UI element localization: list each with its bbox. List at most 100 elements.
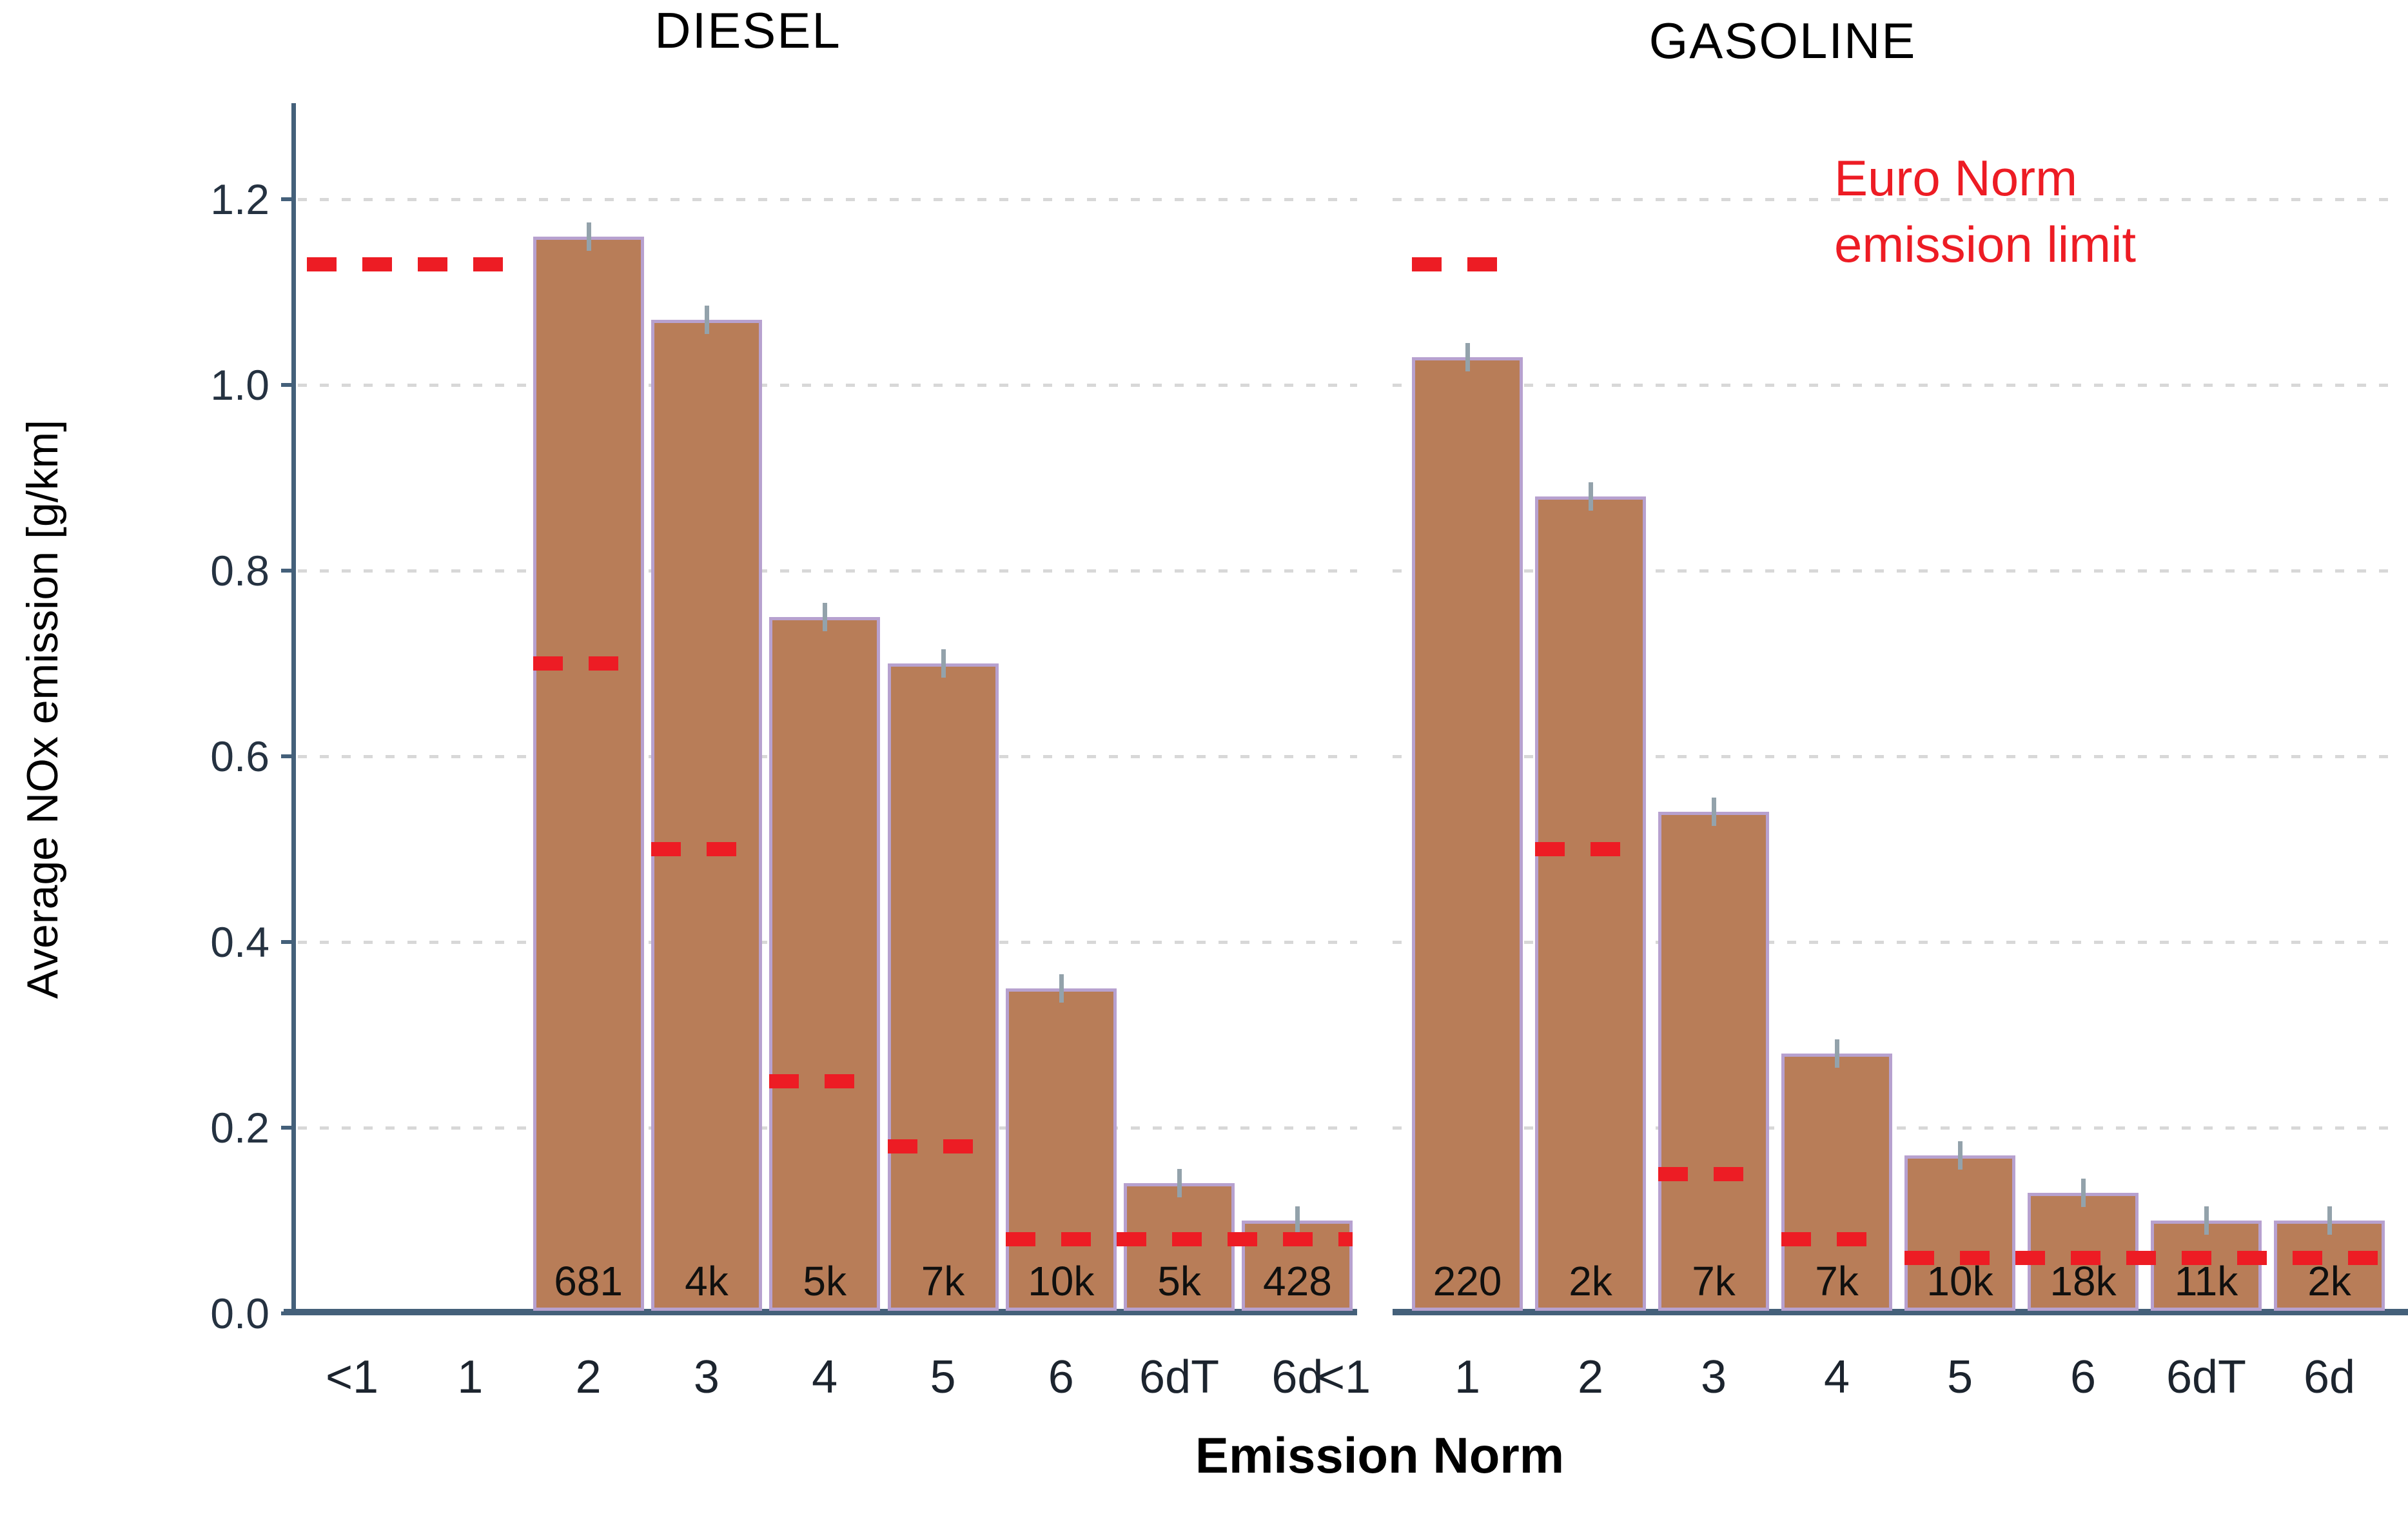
count-label-gasoline-6d: 2k — [2307, 1258, 2351, 1304]
error-whisker — [1958, 1141, 1963, 1170]
gridline — [1393, 384, 2393, 387]
bar-gasoline-4 — [1781, 1053, 1892, 1311]
legend-line-1: Euro Norm — [1834, 150, 2078, 206]
x-axis-line — [284, 1309, 1357, 1315]
count-label-diesel-5: 7k — [921, 1258, 965, 1304]
bar-diesel-4 — [769, 617, 881, 1311]
x-tick-label: 6dT — [2166, 1351, 2247, 1403]
count-label-gasoline-6dT: 11k — [2174, 1258, 2238, 1304]
count-label-diesel-4: 5k — [803, 1258, 847, 1304]
x-tick-label: 2 — [575, 1351, 602, 1403]
bar-gasoline-6d — [2274, 1221, 2385, 1311]
error-whisker — [1295, 1206, 1300, 1235]
error-whisker — [823, 603, 828, 631]
gridline — [1393, 1126, 2393, 1130]
error-whisker — [2327, 1206, 2332, 1235]
error-whisker — [704, 306, 709, 335]
x-tick-label: 2 — [1577, 1351, 1604, 1403]
gridline — [298, 569, 1357, 573]
legend-line-2: emission limit — [1834, 215, 2137, 273]
bar-gasoline-2 — [1535, 496, 1646, 1311]
error-whisker — [1589, 482, 1593, 511]
euro-limit-dash-diesel-0.18 — [887, 1139, 999, 1153]
euro-norm-limit-legend: Euro Norm emission limit — [1834, 145, 2136, 278]
x-tick-label: 1 — [457, 1351, 484, 1403]
x-tick-label: 3 — [1700, 1351, 1727, 1403]
count-label-diesel-3: 4k — [685, 1258, 729, 1304]
x-tick-label: 4 — [812, 1351, 838, 1403]
y-axis-label: Average NOx emission [g/km] — [18, 419, 67, 999]
count-label-gasoline-4: 7k — [1815, 1258, 1859, 1304]
y-tick-label: 1.0 — [210, 361, 269, 409]
error-whisker — [941, 649, 946, 678]
y-tick-mark — [281, 383, 294, 387]
gridline — [1393, 569, 2393, 573]
error-whisker — [1465, 342, 1470, 371]
bar-diesel-3 — [651, 320, 762, 1311]
x-tick-label: 6d — [1271, 1351, 1324, 1403]
x-axis-label: Emission Norm — [1195, 1427, 1565, 1484]
error-whisker — [2081, 1178, 2086, 1207]
error-whisker — [1835, 1039, 1839, 1068]
y-tick-label: 0.8 — [210, 547, 269, 594]
x-tick-label: 6d — [2303, 1351, 2356, 1403]
y-tick-label: 0.0 — [210, 1290, 269, 1337]
x-tick-label: 5 — [1946, 1351, 1973, 1403]
y-tick-label: 0.6 — [210, 732, 269, 780]
error-whisker — [2204, 1206, 2209, 1235]
bar-diesel-5 — [887, 663, 999, 1311]
gridline — [298, 384, 1357, 387]
count-label-gasoline-2: 2k — [1569, 1258, 1612, 1304]
euro-limit-dash-diesel-1.13 — [307, 257, 516, 271]
gridline — [298, 198, 1357, 201]
gridline — [1393, 755, 2393, 758]
y-tick-label: 0.4 — [210, 918, 269, 966]
x-axis-line — [1393, 1309, 2408, 1315]
gasoline-panel-title: GASOLINE — [1649, 12, 1917, 69]
euro-limit-dash-diesel-0.5 — [651, 842, 762, 856]
error-whisker — [1177, 1169, 1182, 1198]
euro-limit-dash-gasoline-0.5 — [1535, 842, 1646, 856]
x-tick-label: 4 — [1823, 1351, 1850, 1403]
count-label-gasoline-6: 18k — [2050, 1258, 2117, 1304]
y-tick-mark — [281, 1126, 294, 1130]
y-tick-label: 1.2 — [210, 175, 269, 223]
y-tick-mark — [281, 754, 294, 758]
y-axis-line — [291, 103, 296, 1315]
diesel-panel-title: DIESEL — [654, 2, 841, 59]
error-whisker — [1712, 798, 1716, 827]
gridline — [1393, 198, 2393, 201]
error-whisker — [1059, 974, 1064, 1003]
euro-limit-dash-gasoline-0.06 — [1904, 1250, 2385, 1265]
x-tick-label: 6 — [1048, 1351, 1074, 1403]
x-tick-label: <1 — [325, 1351, 379, 1403]
bar-gasoline-1 — [1412, 357, 1523, 1311]
bar-diesel-6dT — [1124, 1183, 1235, 1311]
euro-limit-dash-gasoline-0.08 — [1781, 1232, 1892, 1246]
bar-diesel-2 — [533, 236, 644, 1311]
euro-limit-dash-diesel-0.7 — [533, 656, 644, 671]
count-label-diesel-6dT: 5k — [1157, 1258, 1201, 1304]
count-label-gasoline-3: 7k — [1692, 1258, 1736, 1304]
y-tick-mark — [281, 940, 294, 944]
x-tick-label: 6dT — [1139, 1351, 1220, 1403]
euro-limit-dash-diesel-0.25 — [769, 1074, 881, 1088]
x-tick-label: 6 — [2070, 1351, 2097, 1403]
x-tick-label: 3 — [693, 1351, 719, 1403]
bar-gasoline-3 — [1658, 812, 1769, 1311]
y-tick-label: 0.2 — [210, 1104, 269, 1152]
count-label-gasoline-5: 10k — [1926, 1258, 1993, 1304]
euro-limit-dash-gasoline-0.15 — [1658, 1167, 1769, 1181]
x-tick-label: 5 — [930, 1351, 956, 1403]
euro-limit-dash-gasoline-1.13 — [1412, 257, 1523, 271]
x-tick-label: <1 — [1317, 1351, 1371, 1403]
count-label-diesel-6d: 428 — [1263, 1258, 1332, 1304]
count-label-diesel-6: 10k — [1028, 1258, 1095, 1304]
error-whisker — [586, 222, 591, 251]
y-tick-mark — [281, 569, 294, 573]
bar-diesel-6 — [1005, 988, 1117, 1311]
y-tick-mark — [281, 197, 294, 201]
x-tick-label: 1 — [1454, 1351, 1481, 1403]
count-label-gasoline-1: 220 — [1433, 1258, 1502, 1304]
